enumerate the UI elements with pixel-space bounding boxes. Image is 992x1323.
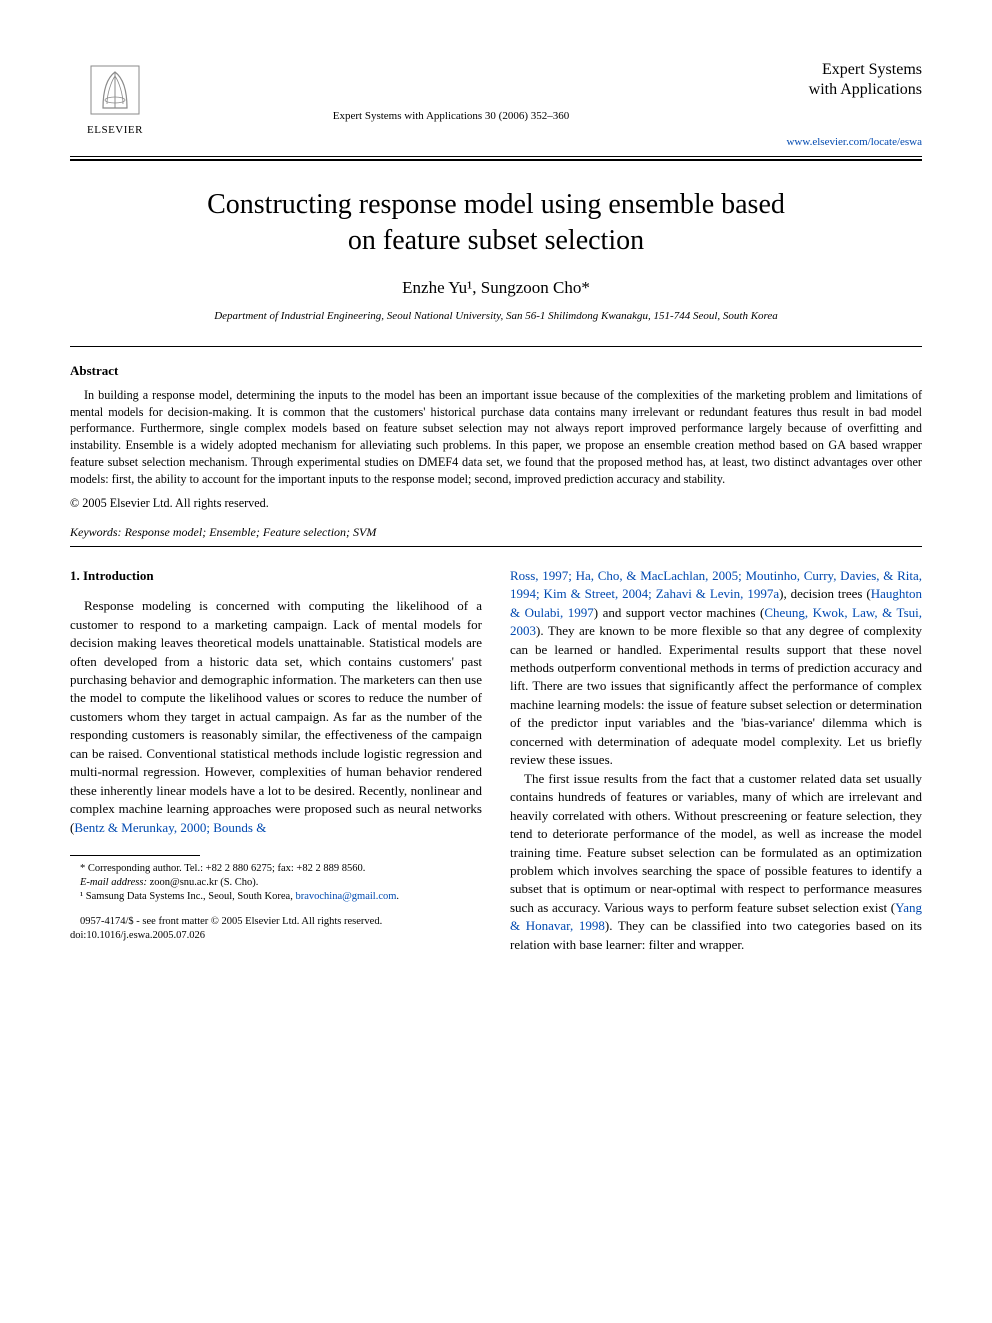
- abstract-heading: Abstract: [70, 363, 922, 379]
- publisher-name: ELSEVIER: [87, 124, 143, 136]
- para1-text-a: Response modeling is concerned with comp…: [70, 598, 482, 834]
- pre-abstract-rule: [70, 346, 922, 347]
- para2-a: The first issue results from the fact th…: [510, 771, 922, 915]
- journal-title-block: Expert Systems with Applications www.els…: [742, 60, 922, 148]
- keywords-text: Response model; Ensemble; Feature select…: [122, 525, 377, 539]
- header-rule-thick: [70, 159, 922, 161]
- footnote-rule: [70, 855, 200, 856]
- note1-a: ¹ Samsung Data Systems Inc., Seoul, Sout…: [80, 891, 295, 902]
- post-abstract-rule: [70, 546, 922, 547]
- body-columns: 1. Introduction Response modeling is con…: [70, 567, 922, 955]
- header-rule-thin: [70, 156, 922, 157]
- note1-email-link[interactable]: bravochina@gmail.com: [295, 891, 396, 902]
- elsevier-logo-icon: [85, 60, 145, 120]
- issn-line: 0957-4174/$ - see front matter © 2005 El…: [70, 915, 482, 929]
- keywords-label: Keywords:: [70, 525, 122, 539]
- footnote-affiliation-1: ¹ Samsung Data Systems Inc., Seoul, Sout…: [70, 890, 482, 904]
- intro-para-1-left: Response modeling is concerned with comp…: [70, 597, 482, 837]
- abstract-copyright: © 2005 Elsevier Ltd. All rights reserved…: [70, 496, 922, 511]
- title-line1: Constructing response model using ensemb…: [207, 189, 785, 220]
- column-left: 1. Introduction Response modeling is con…: [70, 567, 482, 955]
- footnote-email: E-mail address: zoon@snu.ac.kr (S. Cho).: [70, 876, 482, 890]
- footnote-corresponding: * Corresponding author. Tel.: +82 2 880 …: [70, 862, 482, 876]
- article-title: Constructing response model using ensemb…: [70, 187, 922, 260]
- para1-b: ), decision trees (: [779, 586, 871, 601]
- doi-line: doi:10.1016/j.eswa.2005.07.026: [70, 929, 482, 943]
- journal-reference: Expert Systems with Applications 30 (200…: [160, 60, 742, 122]
- page-header: ELSEVIER Expert Systems with Application…: [70, 60, 922, 148]
- intro-para-2: The first issue results from the fact th…: [510, 770, 922, 955]
- para1-d: ). They are known to be more flexible so…: [510, 623, 922, 767]
- journal-name-line1: Expert Systems: [742, 60, 922, 80]
- email-label: E-mail address:: [80, 877, 147, 888]
- intro-para-1-right: Ross, 1997; Ha, Cho, & MacLachlan, 2005;…: [510, 567, 922, 770]
- affiliation: Department of Industrial Engineering, Se…: [70, 310, 922, 322]
- note1-b: .: [396, 891, 399, 902]
- keywords: Keywords: Response model; Ensemble; Feat…: [70, 525, 922, 540]
- title-line2: on feature subset selection: [348, 225, 644, 256]
- email-value: zoon@snu.ac.kr (S. Cho).: [147, 877, 258, 888]
- journal-name-line2: with Applications: [742, 80, 922, 100]
- para1-c: ) and support vector machines (: [594, 605, 765, 620]
- journal-url-link[interactable]: www.elsevier.com/locate/eswa: [742, 136, 922, 148]
- column-right: Ross, 1997; Ha, Cho, & MacLachlan, 2005;…: [510, 567, 922, 955]
- abstract-text: In building a response model, determinin…: [70, 387, 922, 488]
- section-1-heading: 1. Introduction: [70, 567, 482, 585]
- citation-bentz-bounds[interactable]: Bentz & Merunkay, 2000; Bounds &: [74, 820, 266, 835]
- publisher-block: ELSEVIER: [70, 60, 160, 136]
- authors: Enzhe Yu¹, Sungzoon Cho*: [70, 278, 922, 298]
